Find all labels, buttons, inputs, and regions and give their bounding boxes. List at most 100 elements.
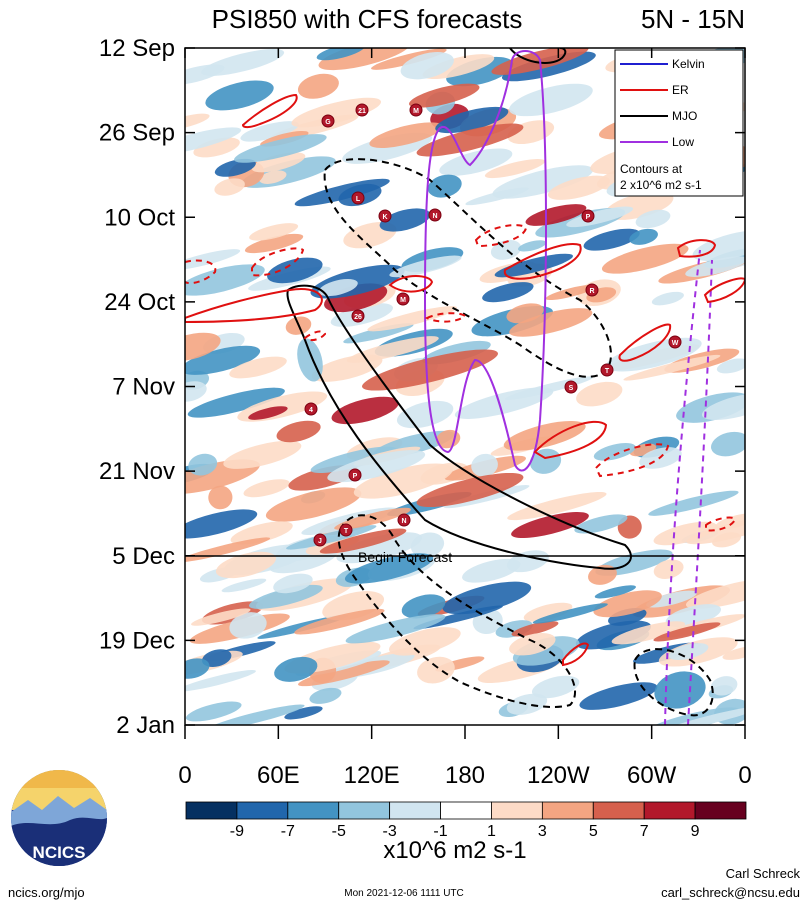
field-blob xyxy=(517,240,547,252)
footer-author: Carl Schreck xyxy=(726,866,801,881)
field-blob xyxy=(214,178,245,196)
chart-title: PSI850 with CFS forecasts xyxy=(212,4,523,34)
field-blob xyxy=(482,282,534,303)
colorbar-label: -3 xyxy=(383,823,397,840)
field-blob xyxy=(529,448,562,474)
x-tick-label: 0 xyxy=(738,762,751,789)
field-blob xyxy=(274,656,318,682)
field-blob xyxy=(318,48,411,71)
field-blob xyxy=(531,675,580,699)
field-blob xyxy=(229,356,287,379)
field-blob xyxy=(316,48,366,61)
storm-marker: M xyxy=(396,292,410,306)
field-blob xyxy=(716,358,745,374)
field-blob xyxy=(185,658,210,679)
field-blob xyxy=(635,209,671,229)
field-blob xyxy=(185,509,258,539)
field-blob xyxy=(185,345,261,375)
storm-marker-label: K xyxy=(382,214,387,221)
field-blob xyxy=(234,134,327,163)
storm-marker: J xyxy=(313,533,327,547)
field-blob xyxy=(353,463,453,499)
field-blob xyxy=(611,621,686,645)
field-blob xyxy=(525,204,587,226)
field-blob xyxy=(273,573,313,594)
colorbar-label: -1 xyxy=(433,823,447,840)
field-blob xyxy=(471,453,498,477)
field-blob xyxy=(331,396,399,425)
mjo-contour-negative-3 xyxy=(633,648,714,717)
field-blob xyxy=(566,206,634,228)
field-blob xyxy=(214,158,256,177)
field-blob xyxy=(722,646,745,660)
field-blob xyxy=(319,528,407,554)
field-blob xyxy=(648,490,739,516)
colorbar-swatch xyxy=(236,801,289,820)
field-blob xyxy=(417,656,455,684)
low-contour xyxy=(423,50,547,472)
y-tick-label: 5 Dec xyxy=(112,543,175,570)
field-blob xyxy=(188,453,218,476)
x-tick-label: 120E xyxy=(344,762,400,789)
field-blob xyxy=(310,446,397,474)
field-blob xyxy=(318,278,358,297)
field-blob xyxy=(400,52,454,80)
storm-marker: R xyxy=(585,283,599,297)
field-blob xyxy=(243,479,290,498)
storm-marker-label: T xyxy=(344,528,349,535)
field-blob xyxy=(547,175,610,200)
field-blob xyxy=(267,257,323,284)
colorbar: -9 -7 -5 -3 -1 1 3 5 7 9 xyxy=(185,801,747,840)
field-blob xyxy=(436,429,461,449)
field-blob xyxy=(201,649,232,667)
er-contours-negative xyxy=(185,224,737,532)
storm-marker-label: G xyxy=(325,119,331,126)
field-blob xyxy=(230,521,293,545)
field-blob xyxy=(629,228,658,245)
field-blob xyxy=(442,581,532,615)
storm-marker-label: 26 xyxy=(354,314,362,321)
storm-marker-label: P xyxy=(353,473,358,480)
field-blob xyxy=(465,187,529,206)
storm-marker: T xyxy=(600,363,614,377)
field-blob xyxy=(651,291,684,306)
mjo-contour-positive xyxy=(286,284,632,570)
y-tick-label: 12 Sep xyxy=(99,35,175,62)
storm-markers: G 21 M L K N P R M 26 W T S 4 P T N J xyxy=(304,103,682,547)
y-tick-label: 26 Sep xyxy=(99,120,175,147)
field-blob xyxy=(506,303,544,324)
colorbar-swatch xyxy=(643,801,696,820)
field-blob xyxy=(249,584,323,609)
colorbar-swatch xyxy=(592,801,645,820)
legend-note-1: Contours at xyxy=(620,162,683,176)
storm-marker: N xyxy=(428,208,442,222)
field-feature xyxy=(511,511,589,539)
ncics-logo: NCICS xyxy=(11,770,107,866)
field-blob xyxy=(187,387,285,418)
legend-entry: Low xyxy=(672,135,694,149)
x-tick-label: 180 xyxy=(445,762,485,789)
field-blob xyxy=(294,608,385,635)
field-blob xyxy=(503,420,586,451)
x-tick-label: 60W xyxy=(627,762,677,789)
colorbar-label: 5 xyxy=(589,823,598,840)
storm-marker-label: S xyxy=(569,385,574,392)
storm-marker-label: N xyxy=(432,213,437,220)
field-blob xyxy=(532,603,608,624)
field-blob xyxy=(286,525,377,550)
legend-entry: Kelvin xyxy=(672,57,705,71)
footer-timestamp: Mon 2021-12-06 1111 UTC xyxy=(344,888,464,899)
field-blob xyxy=(185,670,256,692)
colorbar-label: -5 xyxy=(332,823,346,840)
field-blob xyxy=(511,621,559,637)
storm-marker: L xyxy=(351,191,365,205)
field-blob xyxy=(185,332,221,362)
field-feature xyxy=(297,338,323,382)
y-tick-label: 21 Nov xyxy=(99,458,175,485)
field-blob xyxy=(692,230,745,261)
field-blob xyxy=(208,485,233,510)
colorbar-swatch xyxy=(287,801,340,820)
field-blob xyxy=(427,174,462,198)
field-blob xyxy=(191,608,251,626)
field-blob xyxy=(583,228,640,251)
